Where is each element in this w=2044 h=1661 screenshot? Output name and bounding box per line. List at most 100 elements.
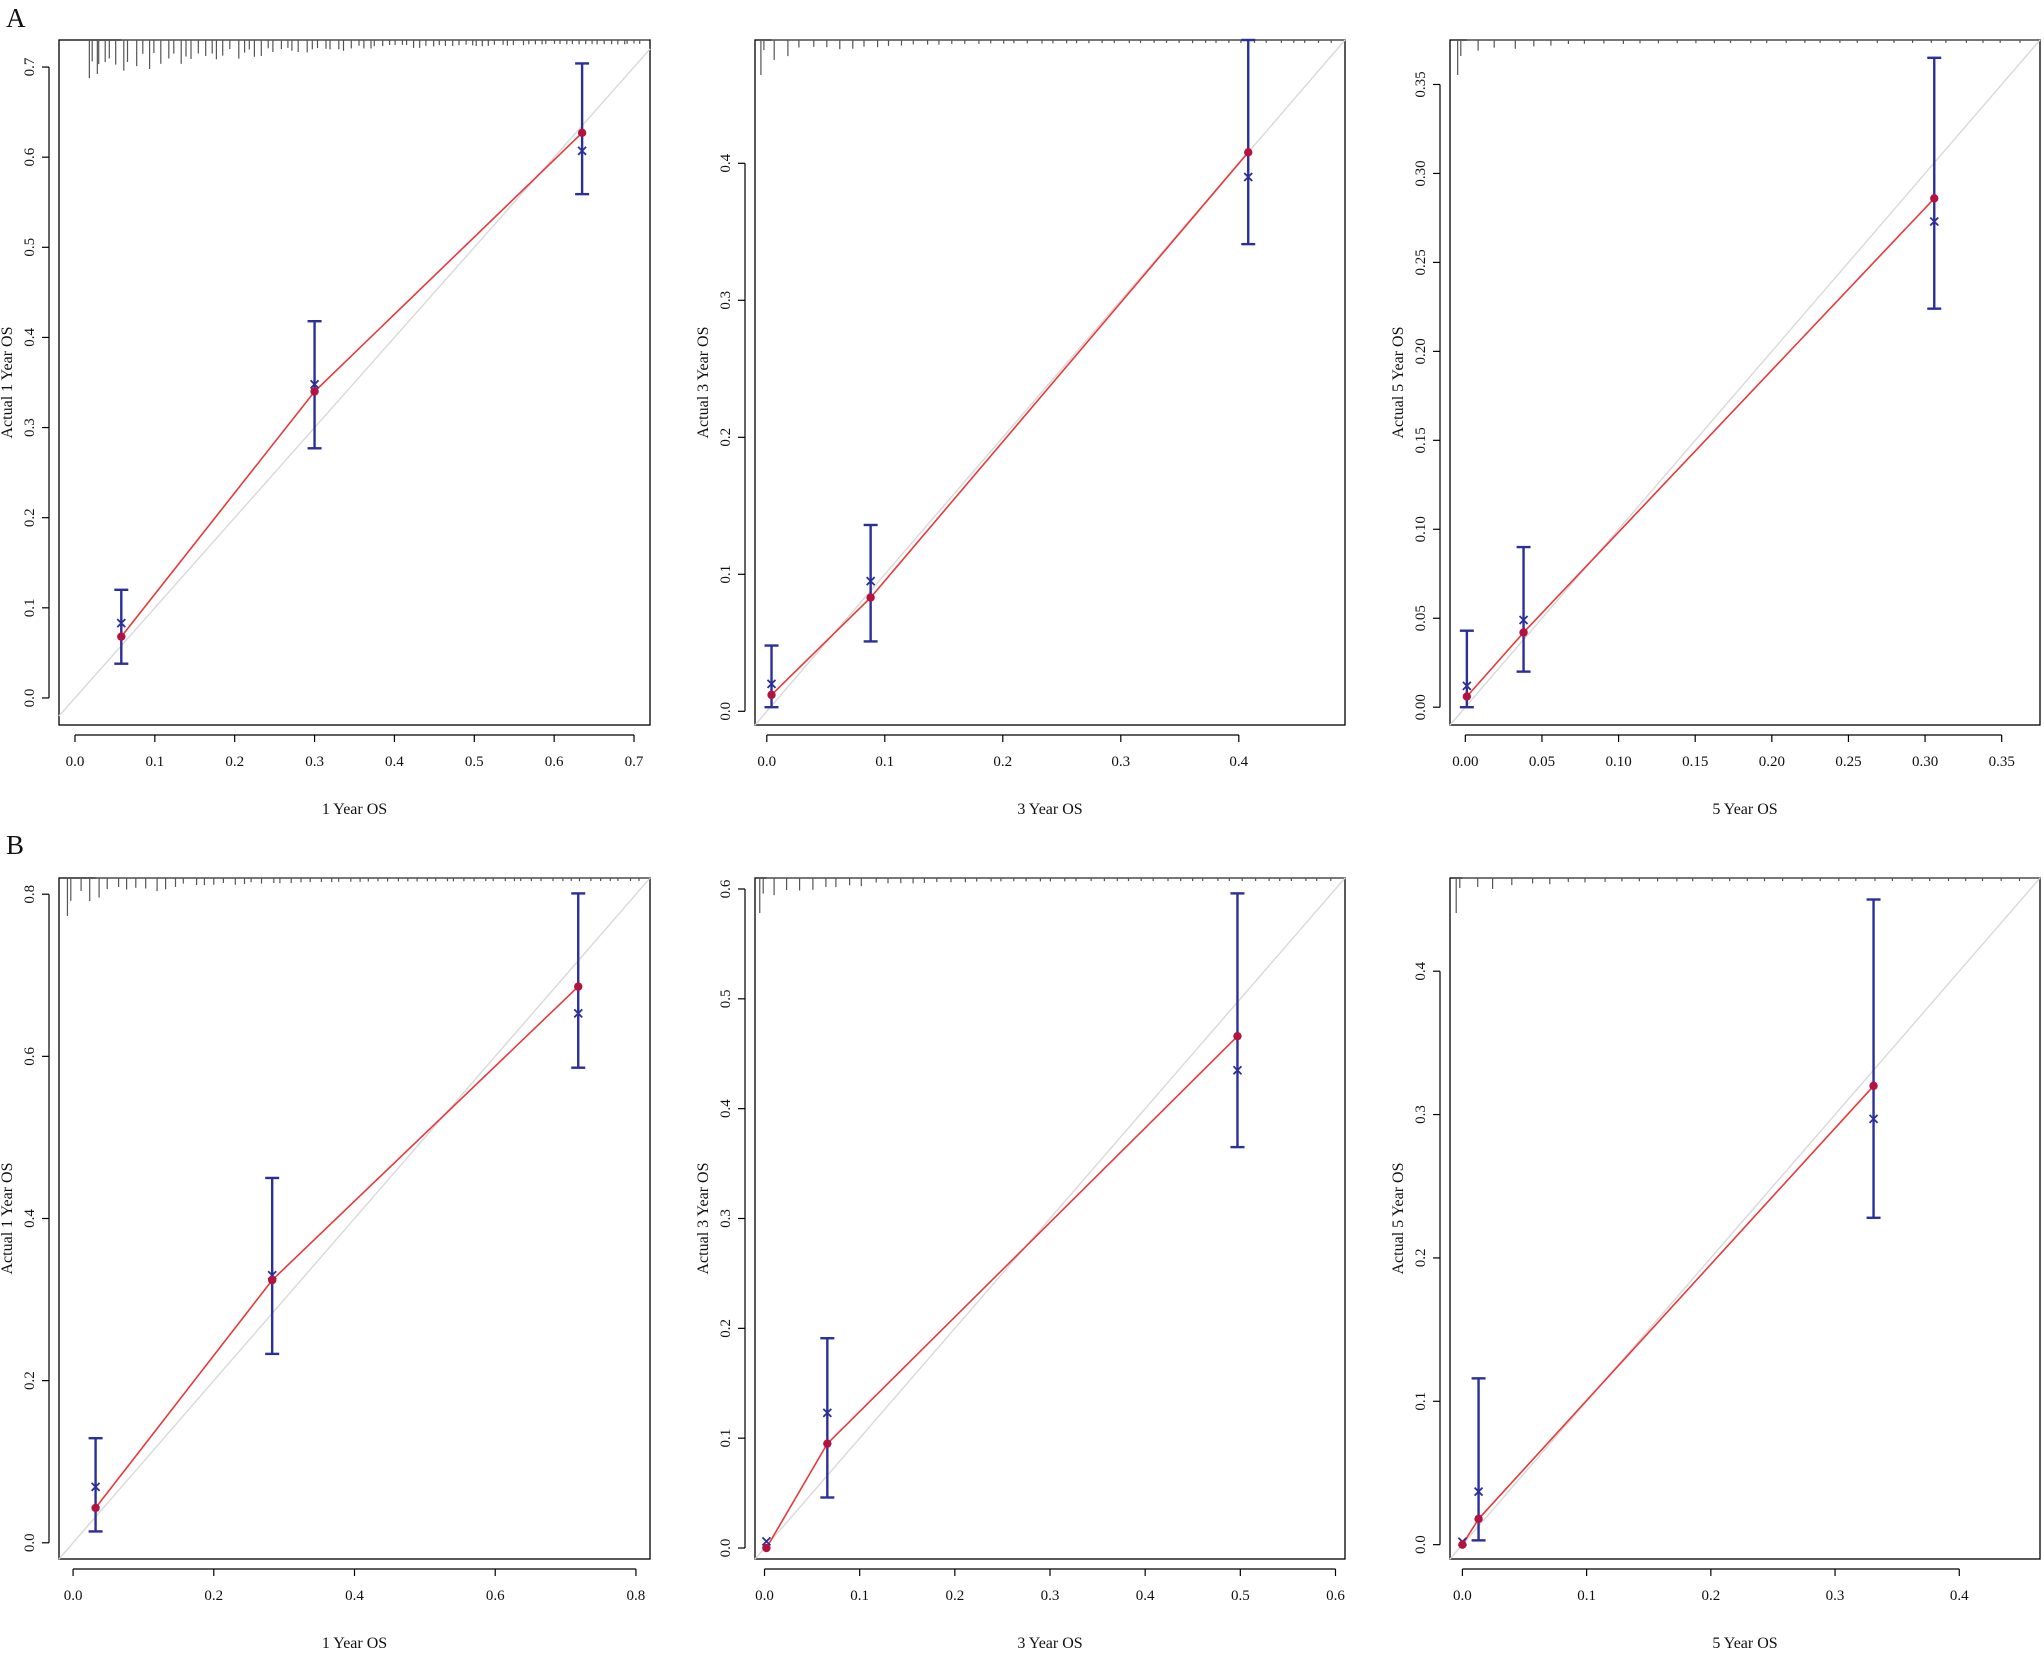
x-axis: 0.0 0.1 0.2 0.3 0.4 0.5 0.6 0.7 [66,734,644,770]
y-axis-label: Actual 5 Year OS [1390,1163,1407,1275]
y-tick-label: 0.2 [718,428,734,447]
km-estimate-cross [866,576,876,586]
observed-point [1244,148,1253,157]
x-axis-label: 3 Year OS [1017,801,1082,818]
calibration-point-group [1866,898,1881,1219]
calibration-plot-4: 0.0 0.2 0.4 0.6 0.8 1 Year OS 0.0 0.2 0.4 0.6 0.8 A… [0,877,651,1652]
km-estimate-cross [1243,172,1253,182]
calibration-point-group [1230,892,1245,1149]
observed-point [823,1439,832,1448]
km-estimate-cross [1462,681,1472,691]
km-estimate-cross [1232,1065,1243,1075]
y-axis: 0.0 0.1 0.2 0.3 0.4 0.5 0.6 0.7 [22,57,50,708]
y-tick-label: 0.1 [1413,1392,1429,1411]
x-axis: 0.0 0.1 0.2 0.3 0.4 [1453,1568,1969,1604]
x-tick-label: 0.6 [486,1588,505,1604]
y-tick-label: 0.2 [22,1371,38,1390]
y-axis: 0.0 0.1 0.2 0.3 0.4 [718,153,746,721]
x-tick-label: 0.3 [305,754,324,770]
x-tick-label: 0.6 [1326,1588,1345,1604]
y-tick-label: 0.3 [22,418,38,437]
x-tick-label: 0.2 [945,1588,964,1604]
calibration-plot-1: 0.0 0.1 0.2 0.3 0.4 0.5 0.6 0.71 Year OS0.00.10… [0,39,651,818]
observed-point [767,690,776,700]
x-tick-label: 0.1 [1577,1588,1596,1604]
calibration-point-group [1927,56,1942,310]
y-tick-label: 0.05 [1413,605,1429,631]
x-axis: 0.00 0.05 0.10 0.15 0.20 0.25 0.30 0.35 [1452,734,2015,770]
calibration-point-group [114,588,129,665]
observed-point [267,1275,277,1285]
prediction-rug [759,877,1345,913]
calibration-point-group [88,1437,103,1533]
km-estimate-cross [766,679,777,689]
km-estimate-cross [309,379,320,389]
y-tick-label: 0.10 [1413,516,1429,542]
y-tick-label: 0.8 [22,885,38,904]
observed-point [577,128,587,138]
calibration-point-group [575,62,590,196]
km-estimate-cross [822,1408,832,1418]
calibration-plot-5: 0.0 0.1 0.2 0.3 0.4 0.5 0.63 Year OS0.00.10.20… [695,877,1346,1652]
y-tick-label: 0.35 [1413,71,1429,97]
observed-point [1458,1540,1467,1549]
x-tick-label: 0.8 [627,1588,646,1604]
calibration-point-group [571,892,586,1069]
y-tick-label: 0.2 [718,1319,734,1338]
y-axis-label: Actual 3 Year OS [695,1163,712,1275]
prediction-rug [88,39,650,78]
km-estimate-cross [1929,216,1939,227]
observed-point [866,593,875,602]
calibration-point-group [265,1176,280,1356]
y-tick-label: 0.6 [718,879,734,898]
y-axis: 0.0 0.2 0.4 0.6 0.8 [22,885,50,1552]
x-tick-label: 0.7 [625,754,644,770]
km-estimate-cross [116,618,126,628]
observed-point [91,1503,100,1513]
observed-point [1519,628,1528,637]
x-tick-label: 0.30 [1912,754,1938,770]
y-axis: 0.0 0.1 0.2 0.3 0.4 0.5 0.6 [718,879,746,1557]
calibration-line [1461,1085,1875,1546]
prediction-rug [1455,877,2039,913]
km-estimate-cross [573,1008,583,1019]
x-tick-label: 0.3 [1826,1588,1845,1604]
x-tick-label: 0.4 [1136,1588,1155,1604]
y-tick-label: 0.0 [22,1533,38,1552]
x-tick-label: 0.0 [1453,1588,1472,1604]
prediction-rug [760,39,1344,75]
y-tick-label: 0.1 [22,598,38,617]
x-tick-label: 0.0 [757,754,776,770]
calibration-plot-2: 0.0 0.1 0.2 0.3 0.4 3 Year OS 0.0 0.1 0.2 0.3 0.4 A… [695,38,1346,818]
x-axis: 0.0 0.2 0.4 0.6 0.8 [64,1568,646,1604]
prediction-rug [66,877,650,916]
x-tick-label: 0.25 [1835,754,1861,770]
y-tick-label: 0.4 [718,153,734,172]
y-tick-label: 0.6 [22,1046,38,1065]
calibration-point-group [820,1337,835,1499]
x-tick-label: 0.4 [385,754,404,770]
calibration-line [770,151,1249,696]
km-estimate-cross [90,1482,101,1492]
ideal-diagonal-line [1449,877,2041,1560]
x-tick-label: 0.3 [1041,1588,1060,1604]
x-axis-label: 1 Year OS [322,1635,387,1652]
km-estimate-cross [761,1536,772,1547]
y-axis-label: Actual 1 Year OS [0,1163,16,1275]
ideal-diagonal-line [1449,39,2041,726]
x-tick-label: 0.1 [875,754,894,770]
calibration-plot-3: 0.00 0.05 0.10 0.15 0.20 0.25 0.30 0.35 5 Year O… [1390,39,2041,818]
y-tick-label: 0.5 [718,989,734,1008]
x-tick-label: 0.10 [1605,754,1631,770]
km-estimate-cross [1518,615,1529,625]
x-axis: 0.0 0.1 0.2 0.3 0.4 [757,734,1249,770]
y-tick-label: 0.0 [22,689,38,708]
x-tick-label: 0.20 [1759,754,1785,770]
km-estimate-cross [1473,1486,1484,1497]
y-tick-label: 0.6 [22,147,38,166]
y-axis-label: Actual 1 Year OS [0,327,16,439]
calibration-point-group [307,320,322,450]
y-axis-label: Actual 5 Year OS [1390,327,1407,439]
y-tick-label: 0.4 [1413,961,1429,980]
